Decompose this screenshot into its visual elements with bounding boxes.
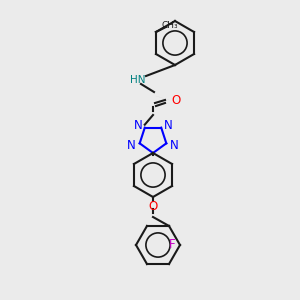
Text: O: O	[148, 200, 158, 212]
Text: N: N	[164, 119, 172, 132]
Text: F: F	[169, 238, 175, 251]
Text: N: N	[127, 139, 136, 152]
Text: O: O	[171, 94, 181, 106]
Text: CH₃: CH₃	[162, 20, 178, 29]
Text: N: N	[170, 139, 179, 152]
Text: N: N	[134, 119, 142, 132]
Text: HN: HN	[130, 75, 146, 85]
